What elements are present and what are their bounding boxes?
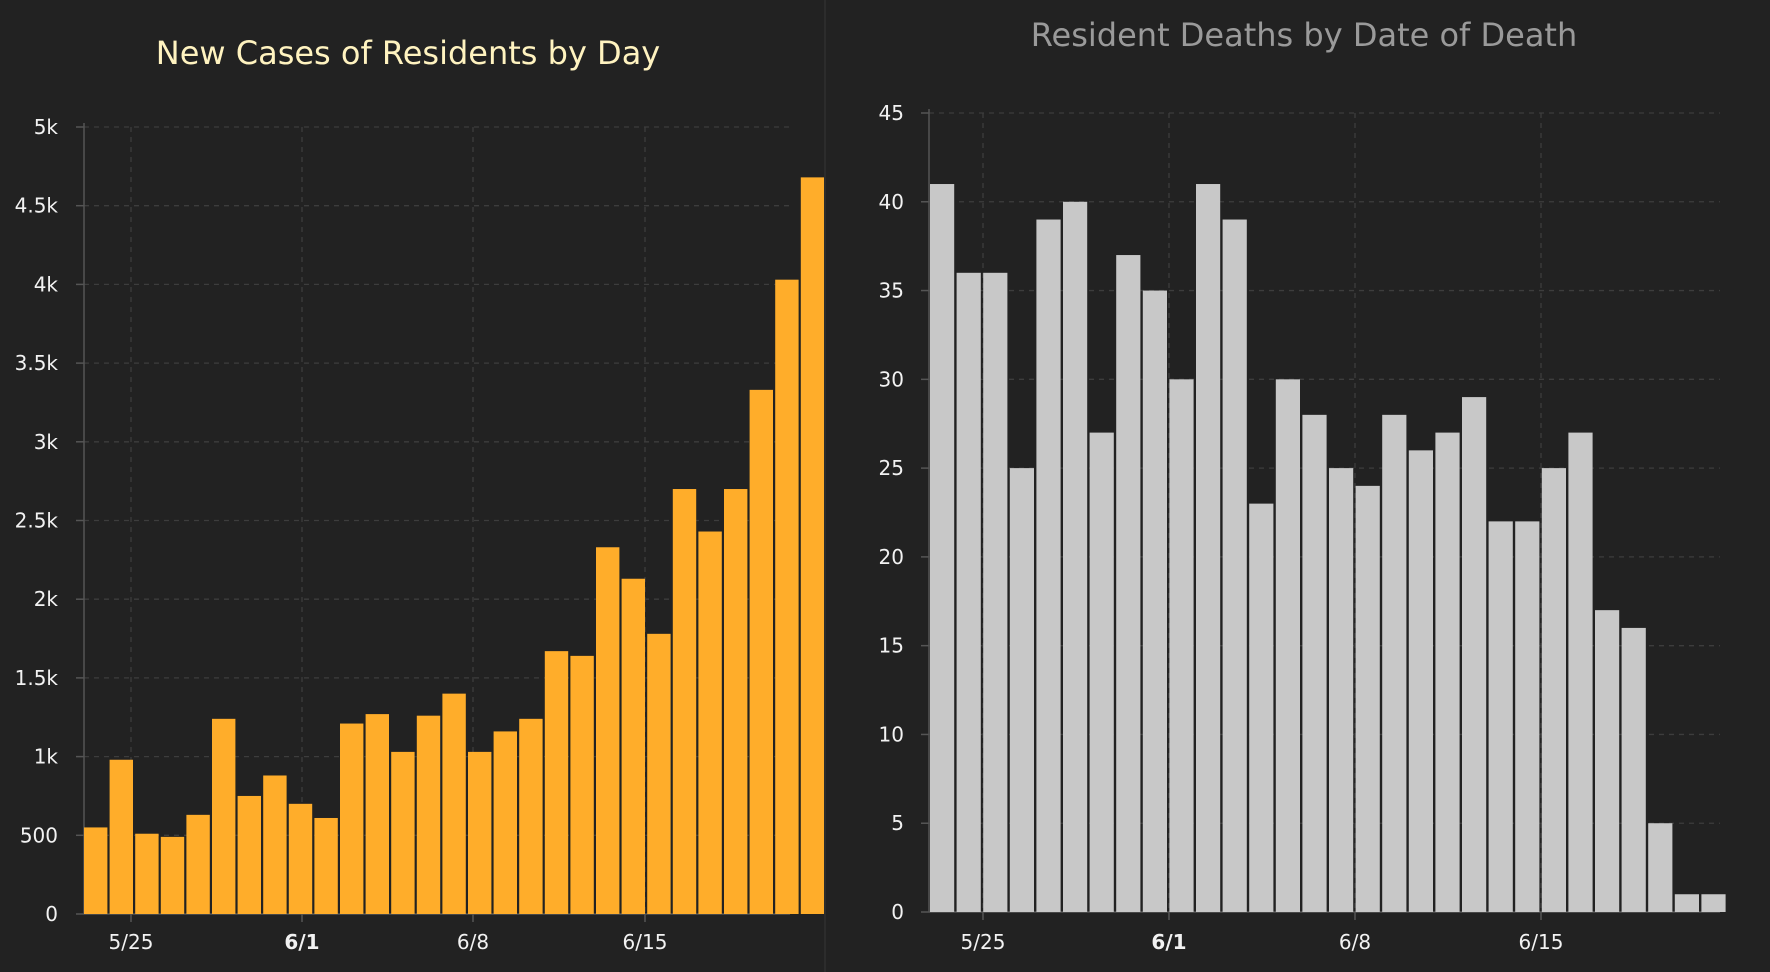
deaths-chart-panel: Resident Deaths by Date of Death 0 5 10 15 2… [826,0,1770,972]
cases-bar[interactable] [698,531,722,914]
deaths-chart: Resident Deaths by Date of Death 0 5 10 15 2… [879,16,1726,954]
cases-bar[interactable] [416,715,441,914]
deaths-bar[interactable] [1701,894,1726,912]
deaths-ytick-label: 35 [879,279,904,303]
cases-ytick-label: 0 [45,902,58,926]
cases-ytick-label: 3k [34,430,59,454]
deaths-bar[interactable] [1302,414,1327,912]
deaths-bar[interactable] [1089,432,1114,912]
cases-bar[interactable] [160,836,185,914]
cases-bar[interactable] [800,177,824,915]
deaths-xtick-label: 6/1 [1151,930,1186,954]
deaths-bar[interactable] [1036,219,1061,913]
deaths-bar[interactable] [956,272,981,912]
cases-bar[interactable] [135,833,159,914]
cases-bar[interactable] [263,775,287,914]
cases-bar[interactable] [365,714,389,914]
deaths-bar[interactable] [1063,201,1088,912]
cases-bar[interactable] [186,814,210,914]
deaths-bar[interactable] [1169,379,1194,912]
panel-divider [824,0,826,972]
deaths-bar[interactable] [1488,521,1513,912]
cases-xtick-label: 5/25 [109,930,154,954]
deaths-bar[interactable] [1595,610,1620,912]
deaths-bar[interactable] [1541,468,1566,912]
deaths-xtick-label: 6/8 [1339,930,1371,954]
cases-ytick-label: 2k [34,587,59,611]
deaths-bar[interactable] [1674,894,1699,912]
cases-bar[interactable] [596,547,620,914]
deaths-bar[interactable] [1196,184,1221,912]
cases-ytick-label: 2.5k [15,509,59,533]
cases-bar[interactable] [519,718,543,914]
cases-bar[interactable] [212,718,236,914]
deaths-ytick-label: 0 [891,900,904,924]
cases-ytick-label: 1.5k [15,666,59,690]
cases-xtick-label: 6/1 [284,930,319,954]
cases-bar[interactable] [570,655,594,914]
cases-bar[interactable] [672,489,697,914]
cases-bar[interactable] [621,578,645,914]
cases-bar[interactable] [468,751,492,914]
cases-ytick-label: 1k [34,745,59,769]
deaths-ytick-label: 20 [879,545,904,569]
cases-bar[interactable] [775,279,799,915]
deaths-xtick-label: 5/25 [961,930,1006,954]
cases-xtick-label: 6/15 [623,930,668,954]
cases-bar[interactable] [237,795,261,914]
deaths-ytick-label: 15 [879,634,904,658]
deaths-bar[interactable] [1568,432,1593,912]
cases-bar[interactable] [109,759,133,914]
deaths-bar[interactable] [1408,450,1433,912]
deaths-bar[interactable] [1275,379,1300,912]
deaths-chart-title: Resident Deaths by Date of Death [1031,16,1578,54]
cases-bar[interactable] [84,827,108,914]
deaths-bar[interactable] [1116,255,1141,913]
cases-ytick-label: 500 [20,823,58,847]
deaths-bar[interactable] [1382,414,1407,912]
deaths-bar[interactable] [1355,485,1380,912]
cases-ytick-label: 5k [34,115,59,139]
deaths-ytick-label: 25 [879,456,904,480]
cases-bar[interactable] [724,489,748,914]
deaths-ytick-label: 45 [879,101,904,125]
deaths-ytick-label: 40 [879,190,904,214]
new-cases-chart: New Cases of Residents by Day 0 500 1k 1.5k… [15,34,824,954]
new-cases-chart-panel: New Cases of Residents by Day 0 500 1k 1.5k… [0,0,824,972]
cases-ytick-label: 4.5k [15,194,59,218]
cases-bar[interactable] [391,751,415,914]
cases-ytick-label: 4k [34,272,59,296]
cases-bar[interactable] [749,389,773,914]
cases-bar[interactable] [340,723,364,914]
cases-xtick-label: 6/8 [457,930,489,954]
deaths-bar[interactable] [1009,468,1034,912]
deaths-bar[interactable] [1142,290,1167,912]
deaths-ytick-label: 10 [879,722,904,746]
deaths-bar[interactable] [930,184,955,912]
deaths-ytick-label: 5 [891,811,904,835]
deaths-bar[interactable] [1648,823,1673,912]
cases-bar[interactable] [647,633,671,914]
deaths-bar[interactable] [1222,219,1247,913]
cases-bar[interactable] [493,731,517,914]
deaths-bar[interactable] [1621,627,1646,912]
deaths-bar[interactable] [983,272,1008,912]
deaths-xtick-label: 6/15 [1519,930,1564,954]
deaths-ytick-label: 30 [879,367,904,391]
cases-bar[interactable] [288,803,313,914]
new-cases-chart-title: New Cases of Residents by Day [156,34,660,72]
deaths-bar[interactable] [1515,521,1540,912]
cases-bar[interactable] [314,817,338,914]
cases-ytick-label: 3.5k [15,351,59,375]
deaths-bar[interactable] [1249,503,1274,912]
cases-bar[interactable] [442,693,466,914]
deaths-bar[interactable] [1462,397,1487,913]
deaths-bar[interactable] [1329,468,1354,912]
deaths-bar[interactable] [1435,432,1460,912]
cases-bar[interactable] [544,651,569,914]
